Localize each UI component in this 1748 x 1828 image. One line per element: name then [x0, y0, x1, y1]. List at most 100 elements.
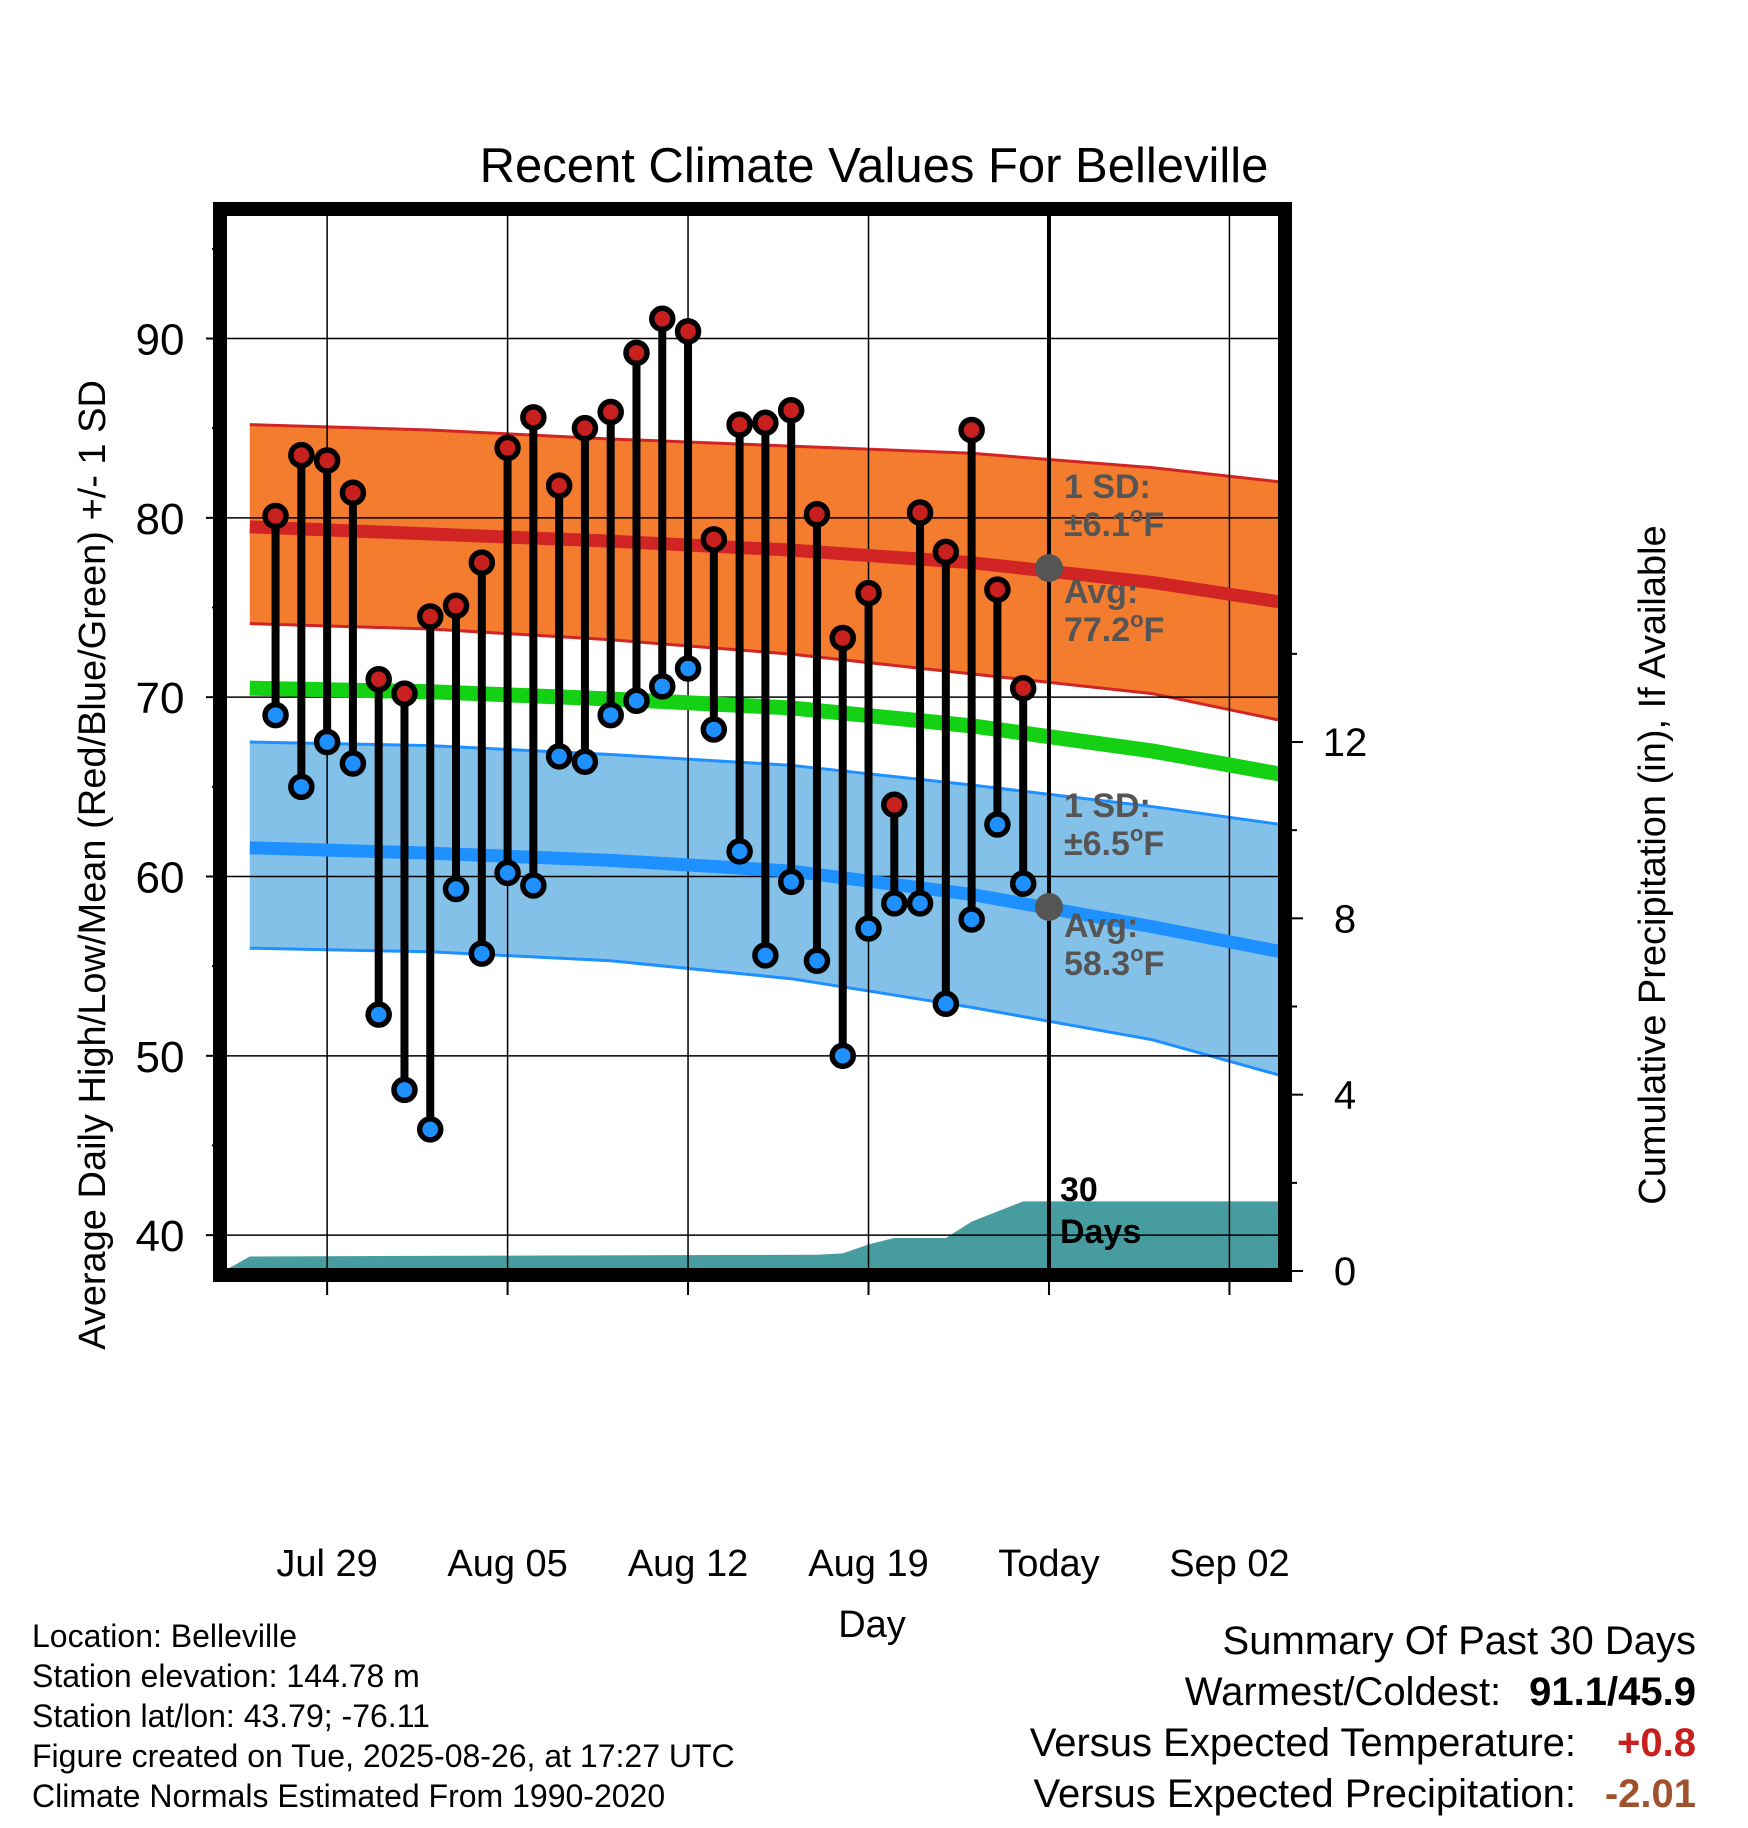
- low-point-23: [855, 915, 882, 942]
- high-point-28: [984, 576, 1011, 603]
- y2-tick-label-4: 4: [1334, 1074, 1356, 1118]
- high-avg-annotation-label: Avg:: [1064, 573, 1138, 611]
- high-point-20: [777, 397, 805, 424]
- low-point-3: [339, 750, 367, 777]
- low-avg-annotation-value: 58.3oF: [1064, 941, 1164, 983]
- low-sd-annotation-label: 1 SD:: [1064, 787, 1151, 825]
- low-sd-annotation-value: ±6.5oF: [1064, 821, 1164, 863]
- summary-panel: Summary Of Past 30 Days Warmest/Coldest:…: [1030, 1616, 1696, 1820]
- high-point-9: [494, 434, 521, 462]
- low-point-11: [545, 743, 573, 770]
- high-point-0: [262, 502, 289, 530]
- warmest-coldest-value: 91.1/45.9: [1529, 1670, 1696, 1714]
- today-low-normal-marker: [1034, 892, 1063, 921]
- high-point-23: [855, 579, 882, 607]
- low-point-9: [494, 859, 521, 887]
- low-point-7: [442, 875, 470, 903]
- high-point-26: [932, 538, 960, 566]
- low-point-1: [288, 773, 315, 801]
- high-point-14: [623, 339, 650, 367]
- low-point-26: [932, 990, 960, 1018]
- high-point-12: [571, 414, 599, 442]
- high-point-15: [649, 305, 676, 333]
- x-tick-label-1: Aug 05: [447, 1543, 567, 1585]
- high-point-18: [726, 411, 753, 438]
- high-point-3: [339, 479, 367, 506]
- high-avg-annotation-value: 77.2oF: [1064, 607, 1164, 649]
- high-point-10: [520, 404, 547, 431]
- daily-stems: [271, 318, 1028, 1130]
- warmest-coldest-row: Warmest/Coldest: 91.1/45.9: [1030, 1667, 1696, 1718]
- low-point-22: [829, 1042, 856, 1070]
- low-point-12: [571, 748, 599, 775]
- low-point-17: [700, 716, 728, 743]
- created-text: Figure created on Tue, 2025-08-26, at 17…: [32, 1738, 735, 1774]
- precip-days-count: 30: [1060, 1171, 1098, 1209]
- x-tick-label-0: Jul 29: [276, 1543, 377, 1585]
- elevation-text: Station elevation: 144.78 m: [32, 1658, 420, 1694]
- high-sd-annotation-value: ±6.1oF: [1064, 502, 1164, 544]
- low-point-2: [313, 728, 341, 756]
- temp-departure-row: Versus Expected Temperature: +0.8: [1030, 1718, 1696, 1769]
- y2-tick-label-0: 0: [1334, 1250, 1356, 1294]
- y-tick-label-90: 90: [136, 316, 185, 365]
- high-point-4: [365, 665, 392, 693]
- x-tick-label-3: Aug 19: [808, 1543, 928, 1585]
- high-point-2: [313, 447, 341, 474]
- axes: 40 50 60 70 80 90 0 4 8 12 Jul 29 Aug 05 Aug 12 Aug 1…: [72, 202, 1674, 1646]
- y-tick-label-70: 70: [136, 674, 185, 723]
- y-tick-label-80: 80: [136, 495, 185, 544]
- high-point-17: [700, 526, 728, 553]
- y-axis-title: Average Daily High/Low/Mean (Red/Blue/Gr…: [72, 380, 114, 1350]
- high-point-21: [803, 501, 831, 528]
- daily-points: [262, 305, 1037, 1143]
- low-point-19: [752, 942, 779, 969]
- high-point-11: [545, 472, 573, 499]
- station-info: Location: Belleville Station elevation: …: [32, 1616, 735, 1816]
- high-point-7: [442, 592, 470, 619]
- low-point-18: [726, 838, 753, 865]
- x-tick-label-5: Sep 02: [1169, 1543, 1289, 1585]
- low-point-8: [468, 940, 496, 967]
- precip-departure-row: Versus Expected Precipitation: -2.01: [1030, 1769, 1696, 1820]
- temp-departure-value: +0.8: [1617, 1721, 1696, 1765]
- low-point-16: [674, 655, 702, 682]
- low-point-28: [984, 811, 1011, 838]
- y-tick-label-50: 50: [136, 1033, 185, 1082]
- y-tick-label-60: 60: [136, 853, 185, 902]
- high-point-6: [416, 603, 444, 630]
- low-point-6: [416, 1116, 444, 1143]
- y-tick-label-40: 40: [136, 1212, 185, 1261]
- low-point-0: [262, 701, 289, 729]
- latlon-text: Station lat/lon: 43.79; -76.11: [32, 1698, 430, 1734]
- low-point-15: [649, 673, 676, 700]
- summary-heading: Summary Of Past 30 Days: [1222, 1619, 1696, 1663]
- low-point-5: [391, 1076, 418, 1104]
- low-point-24: [881, 890, 908, 917]
- high-point-22: [829, 624, 856, 652]
- high-point-29: [1009, 674, 1037, 702]
- warmest-coldest-label: Warmest/Coldest:: [1184, 1670, 1502, 1714]
- low-point-27: [958, 906, 985, 933]
- high-point-24: [881, 791, 908, 819]
- precip-days-unit: Days: [1060, 1213, 1141, 1251]
- temp-departure-label: Versus Expected Temperature:: [1029, 1721, 1576, 1765]
- low-point-10: [520, 872, 547, 899]
- precip-departure-label: Versus Expected Precipitation:: [1033, 1772, 1576, 1816]
- high-point-1: [288, 441, 315, 469]
- chart-title: Recent Climate Values For Belleville: [479, 139, 1269, 193]
- x-tick-label-4: Today: [998, 1543, 1099, 1585]
- high-point-13: [597, 398, 624, 426]
- low-point-13: [597, 701, 624, 729]
- y2-tick-label-12: 12: [1323, 721, 1368, 765]
- y2-axis-title: Cumulative Precipitation (in), If Availa…: [1632, 525, 1674, 1204]
- x-tick-label-2: Aug 12: [628, 1543, 748, 1585]
- low-point-29: [1009, 870, 1037, 897]
- low-point-4: [365, 1001, 392, 1028]
- x-axis-title: Day: [838, 1604, 906, 1646]
- high-point-8: [468, 549, 496, 576]
- high-point-25: [906, 499, 934, 526]
- normals-text: Climate Normals Estimated From 1990-2020: [32, 1778, 666, 1814]
